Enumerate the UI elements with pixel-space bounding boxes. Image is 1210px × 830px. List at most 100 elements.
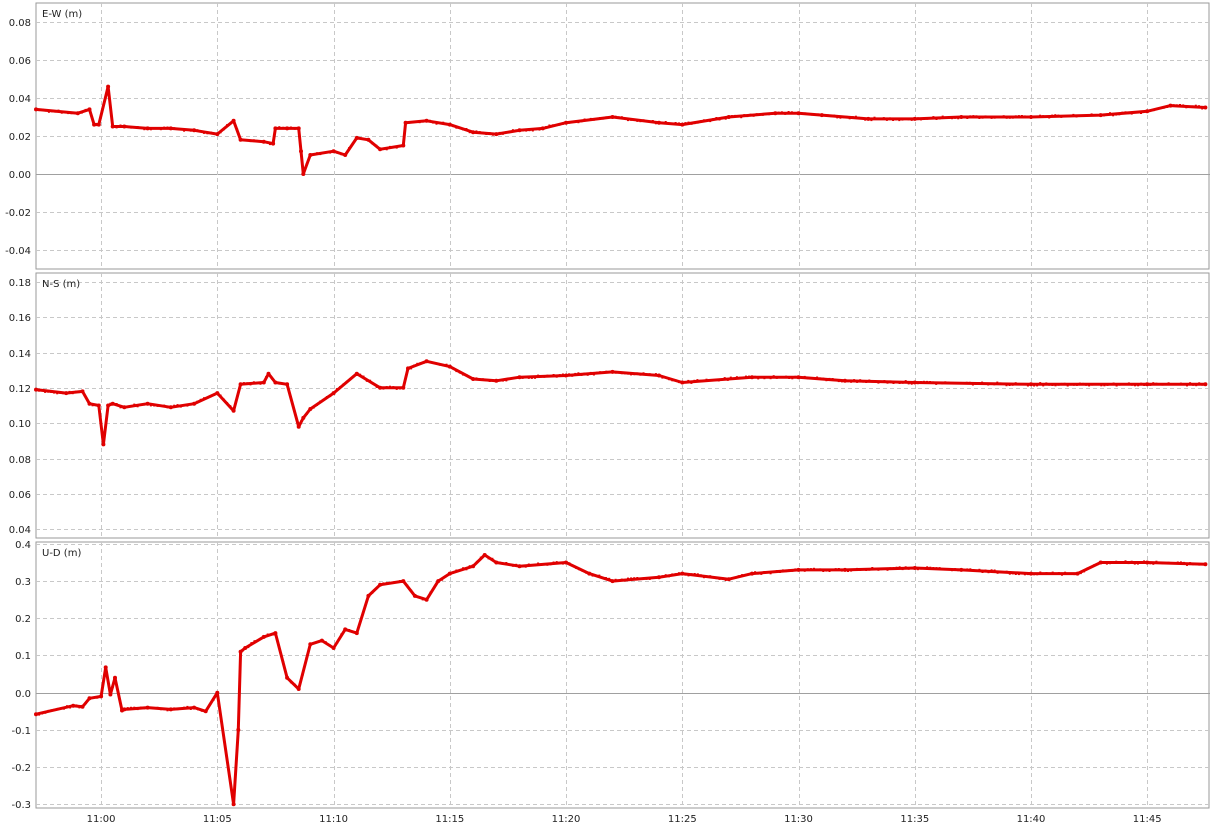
- sample-marker: [684, 122, 687, 125]
- x-tick-label: 11:45: [1133, 814, 1162, 825]
- sample-marker: [1078, 382, 1081, 385]
- sample-marker: [1063, 382, 1066, 385]
- sample-marker: [726, 378, 729, 381]
- sample-marker: [883, 380, 886, 383]
- sample-marker: [737, 115, 740, 118]
- data-point: [34, 387, 38, 392]
- sample-marker: [1039, 114, 1042, 117]
- sample-marker: [166, 406, 169, 409]
- sample-marker: [269, 143, 271, 146]
- sample-marker: [757, 572, 760, 575]
- sample-marker: [1175, 104, 1178, 107]
- data-point: [1075, 571, 1080, 576]
- sample-marker: [130, 706, 132, 709]
- data-point: [192, 128, 197, 133]
- sample-marker: [761, 113, 764, 116]
- sample-marker: [993, 116, 996, 119]
- data-point: [103, 665, 108, 670]
- sample-marker: [325, 396, 328, 398]
- sample-marker: [196, 129, 199, 132]
- sample-marker: [226, 124, 229, 127]
- sample-marker: [189, 708, 192, 710]
- sample-marker: [246, 139, 249, 142]
- sample-marker: [926, 566, 929, 569]
- sample-marker: [352, 375, 355, 378]
- data-point: [424, 359, 429, 364]
- sample-marker: [62, 707, 65, 710]
- sample-marker: [524, 565, 527, 568]
- sample-marker: [574, 372, 577, 375]
- data-point: [285, 126, 290, 131]
- sample-marker: [892, 382, 895, 384]
- data-point: [243, 646, 248, 650]
- sample-marker: [589, 371, 592, 374]
- sample-marker: [671, 573, 674, 576]
- sample-marker: [273, 134, 276, 137]
- sample-marker: [898, 566, 901, 569]
- sample-marker: [329, 151, 332, 154]
- sample-marker: [1033, 573, 1036, 576]
- sample-marker: [853, 379, 856, 382]
- sample-marker: [300, 420, 302, 423]
- sample-marker: [847, 570, 849, 572]
- sample-marker: [95, 122, 98, 125]
- sample-marker: [109, 106, 112, 109]
- sample-marker: [1039, 382, 1042, 385]
- sample-marker: [668, 378, 670, 381]
- data-point: [87, 401, 92, 406]
- sample-marker: [571, 120, 574, 123]
- sample-marker: [359, 137, 362, 140]
- sample-marker: [865, 381, 868, 383]
- sample-marker: [987, 383, 990, 386]
- data-point: [238, 649, 243, 654]
- sample-marker: [54, 110, 57, 113]
- sample-marker: [1173, 562, 1176, 565]
- sample-marker: [978, 117, 981, 119]
- sample-marker: [340, 633, 343, 636]
- data-point: [285, 675, 290, 680]
- sample-marker: [143, 707, 146, 710]
- x-tick-label: 11:40: [1017, 814, 1046, 825]
- sample-marker: [1005, 570, 1008, 573]
- sample-marker: [614, 115, 617, 118]
- data-point: [1145, 560, 1150, 565]
- sample-marker: [176, 708, 179, 711]
- sample-marker: [348, 629, 351, 631]
- sample-marker: [941, 568, 944, 571]
- x-tick-label: 11:35: [900, 814, 929, 825]
- data-point: [301, 172, 306, 176]
- sample-marker: [1042, 115, 1045, 118]
- sample-marker: [571, 564, 574, 567]
- data-point: [145, 705, 150, 710]
- sample-marker: [1127, 382, 1130, 385]
- sample-marker: [47, 390, 50, 393]
- sample-marker: [316, 403, 318, 406]
- sample-marker: [981, 116, 984, 119]
- data-point: [564, 373, 568, 378]
- data-point: [1203, 382, 1208, 387]
- sample-marker: [627, 119, 629, 122]
- sample-marker: [156, 706, 159, 709]
- sample-marker: [100, 110, 103, 113]
- sample-marker: [265, 141, 268, 144]
- sample-marker: [577, 121, 580, 124]
- sample-marker: [173, 707, 176, 710]
- sample-marker: [901, 381, 904, 384]
- y-tick-label: 0.08: [9, 455, 31, 466]
- sample-marker: [130, 405, 132, 408]
- sample-marker: [71, 392, 74, 395]
- sample-marker: [433, 586, 436, 589]
- sample-marker: [823, 114, 826, 117]
- sample-marker: [837, 568, 840, 570]
- y-tick-label: -0.04: [5, 246, 31, 257]
- sample-marker: [278, 126, 281, 129]
- sample-marker: [568, 562, 571, 565]
- sample-marker: [1048, 572, 1051, 575]
- sample-marker: [898, 382, 901, 384]
- sample-marker: [709, 575, 712, 578]
- sample-marker: [968, 381, 971, 384]
- sample-marker: [816, 568, 819, 571]
- sample-marker: [772, 375, 775, 378]
- sample-marker: [608, 116, 611, 119]
- sample-marker: [511, 129, 514, 132]
